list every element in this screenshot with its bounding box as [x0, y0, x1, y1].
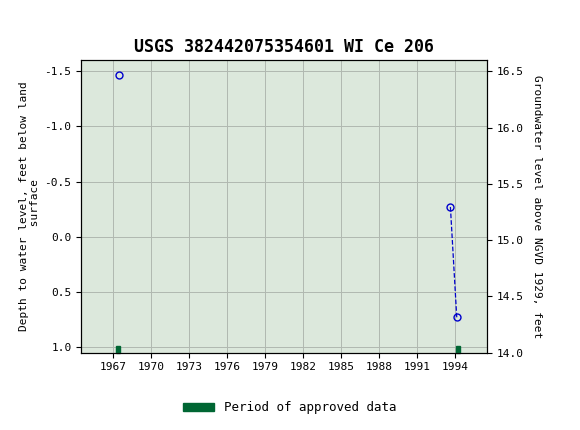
Bar — [456, 346, 461, 353]
Bar — [116, 346, 120, 353]
Text: ≡USGS: ≡USGS — [6, 10, 64, 29]
Y-axis label: Groundwater level above NGVD 1929, feet: Groundwater level above NGVD 1929, feet — [532, 75, 542, 338]
Title: USGS 382442075354601 WI Ce 206: USGS 382442075354601 WI Ce 206 — [134, 38, 434, 56]
Legend: Period of approved data: Period of approved data — [178, 396, 402, 419]
Y-axis label: Depth to water level, feet below land
 surface: Depth to water level, feet below land su… — [19, 82, 41, 331]
